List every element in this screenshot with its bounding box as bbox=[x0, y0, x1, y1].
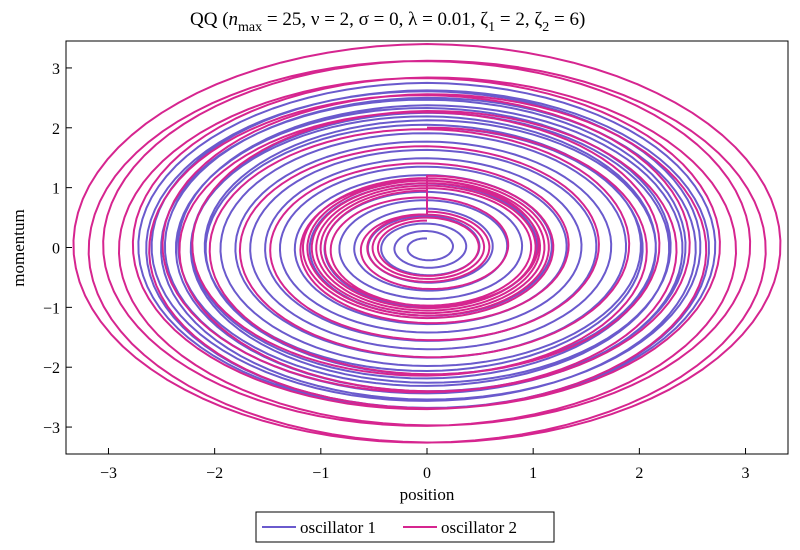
series-layer bbox=[72, 43, 782, 444]
y-tick-label: −3 bbox=[43, 420, 60, 437]
legend-label-oscillator-2: oscillator 2 bbox=[441, 518, 517, 537]
x-axis: −3 −2 −1 0 1 2 3 bbox=[100, 448, 750, 482]
x-tick-label: 1 bbox=[529, 465, 537, 482]
x-tick-label: 3 bbox=[742, 465, 750, 482]
y-tick-label: 1 bbox=[52, 181, 60, 198]
title-n-symbol: n bbox=[229, 9, 239, 30]
legend-label-oscillator-1: oscillator 1 bbox=[300, 518, 376, 537]
x-tick-label: 2 bbox=[635, 465, 643, 482]
y-tick-label: 2 bbox=[52, 121, 60, 138]
title-zeta2-subscript: 2 bbox=[542, 20, 549, 35]
title-params-2: = 2, ζ bbox=[495, 9, 542, 30]
title-params-1: = 25, ν = 2, σ = 0, λ = 0.01, ζ bbox=[262, 9, 488, 30]
y-axis: −3 −2 −1 0 1 2 3 bbox=[43, 61, 72, 437]
y-tick-label: −2 bbox=[43, 360, 60, 377]
y-axis-label: momentum bbox=[9, 209, 28, 286]
y-tick-label: −1 bbox=[43, 300, 60, 317]
title-n-subscript: max bbox=[238, 20, 262, 35]
series-line-oscillator-2 bbox=[72, 43, 782, 444]
x-axis-label: position bbox=[400, 485, 455, 504]
x-tick-label: −1 bbox=[312, 465, 329, 482]
y-tick-label: 3 bbox=[52, 61, 60, 78]
x-tick-label: −2 bbox=[206, 465, 223, 482]
legend: oscillator 1 oscillator 2 bbox=[255, 511, 555, 543]
title-zeta1-subscript: 1 bbox=[488, 20, 495, 35]
title-params-3: = 6) bbox=[549, 9, 585, 30]
x-tick-label: −3 bbox=[100, 465, 117, 482]
title-prefix: QQ ( bbox=[190, 9, 229, 30]
chart-title: QQ (nmax = 25, ν = 2, σ = 0, λ = 0.01, ζ… bbox=[190, 9, 585, 35]
x-tick-label: 0 bbox=[423, 465, 431, 482]
y-tick-label: 0 bbox=[52, 241, 60, 258]
